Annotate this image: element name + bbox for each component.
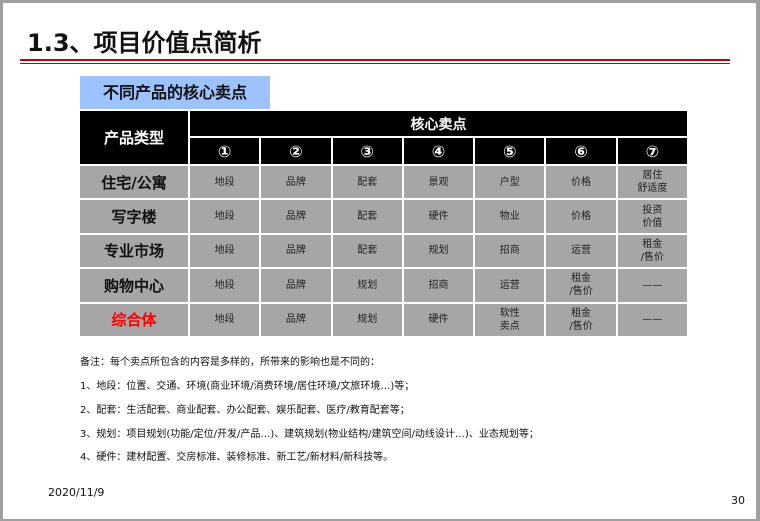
- table-cell: 地段: [190, 269, 260, 302]
- note-line: 3、规划：项目规划(功能/定位/开发/产品…)、建筑规划(物业结构/建筑空间/动…: [80, 429, 539, 440]
- table-cell: 硬件: [403, 200, 474, 233]
- note-line: 2、配套：生活配套、商业配套、办公配套、娱乐配套、医疗/教育配套等；: [80, 405, 410, 416]
- table-cell: 配套: [332, 234, 402, 268]
- title-rule: [20, 59, 730, 61]
- group-header: 核心卖点: [190, 111, 687, 136]
- table-cell: 规划: [403, 234, 474, 268]
- column-header: ①: [190, 138, 260, 164]
- table-cell: 招商: [403, 269, 474, 302]
- table-cell: 配套: [332, 200, 402, 233]
- row-header: 综合体: [80, 303, 188, 336]
- table-cell: 地段: [190, 200, 260, 233]
- slide: 1.3、项目价值点简析 不同产品的核心卖点 产品类型 核心卖点 ① ② ③ ④ ⑤ ⑥ ⑦ 住宅/…: [3, 3, 756, 519]
- table-cell: 租金 /售价: [546, 269, 616, 302]
- table-cell: 招商: [475, 234, 545, 268]
- table-cell: 投资 价值: [617, 200, 687, 233]
- table-cell: ——: [617, 303, 687, 336]
- table-cell: 租金 /售价: [546, 303, 616, 336]
- column-header: ③: [332, 138, 402, 164]
- table-cell: 品牌: [261, 269, 331, 302]
- table-cell: 品牌: [261, 200, 331, 233]
- row-header: 写字楼: [80, 200, 188, 233]
- column-header: ④: [403, 138, 474, 164]
- table-cell: 地段: [190, 303, 260, 336]
- table-cell: 规划: [332, 269, 402, 302]
- table-cell: 地段: [190, 166, 260, 199]
- table-cell: ——: [617, 269, 687, 302]
- table-cell: 运营: [546, 234, 616, 268]
- column-header: ⑤: [475, 138, 545, 164]
- column-header: ②: [261, 138, 331, 164]
- row-header: 购物中心: [80, 269, 188, 302]
- table-cell: 租金 /售价: [617, 234, 687, 268]
- table-cell: 硬件: [403, 303, 474, 336]
- table-cell: 规划: [332, 303, 402, 336]
- row-header: 专业市场: [80, 234, 188, 268]
- table-cell: 价格: [546, 200, 616, 233]
- corner-header: 产品类型: [80, 111, 188, 164]
- row-header: 住宅/公寓: [80, 166, 188, 199]
- footer-date: 2020/11/9: [48, 486, 105, 499]
- table-cell: 配套: [332, 166, 402, 199]
- table-cell: 品牌: [261, 234, 331, 268]
- table-cell: 价格: [546, 166, 616, 199]
- column-header: ⑦: [617, 138, 687, 164]
- table-cell: 居住 舒适度: [617, 166, 687, 199]
- table-cell: 景观: [403, 166, 474, 199]
- table-cell: 物业: [475, 200, 545, 233]
- column-header: ⑥: [546, 138, 616, 164]
- page-title: 1.3、项目价值点简析: [27, 29, 262, 57]
- table-cell: 户型: [475, 166, 545, 199]
- note-line: 4、硬件：建材配置、交房标准、装修标准、新工艺/新材料/新科技等。: [80, 452, 394, 463]
- table-cell: 软性 卖点: [475, 303, 545, 336]
- note-line: 1、地段：位置、交通、环境(商业环境/消费环境/居住环境/文旅环境…)等；: [80, 381, 415, 392]
- table-cell: 品牌: [261, 303, 331, 336]
- table-cell: 品牌: [261, 166, 331, 199]
- section-label: 不同产品的核心卖点: [80, 76, 270, 109]
- page-number: 30: [731, 494, 745, 507]
- table-cell: 地段: [190, 234, 260, 268]
- table-cell: 运营: [475, 269, 545, 302]
- title-rule: [20, 63, 730, 64]
- selling-points-table: 产品类型 核心卖点 ① ② ③ ④ ⑤ ⑥ ⑦ 住宅/公寓 地段 品牌 配套 景观 户型 价格 居住 舒适度 写字…: [80, 111, 687, 336]
- note-line: 备注：每个卖点所包含的内容是多样的，所带来的影响也是不同的：: [80, 357, 380, 368]
